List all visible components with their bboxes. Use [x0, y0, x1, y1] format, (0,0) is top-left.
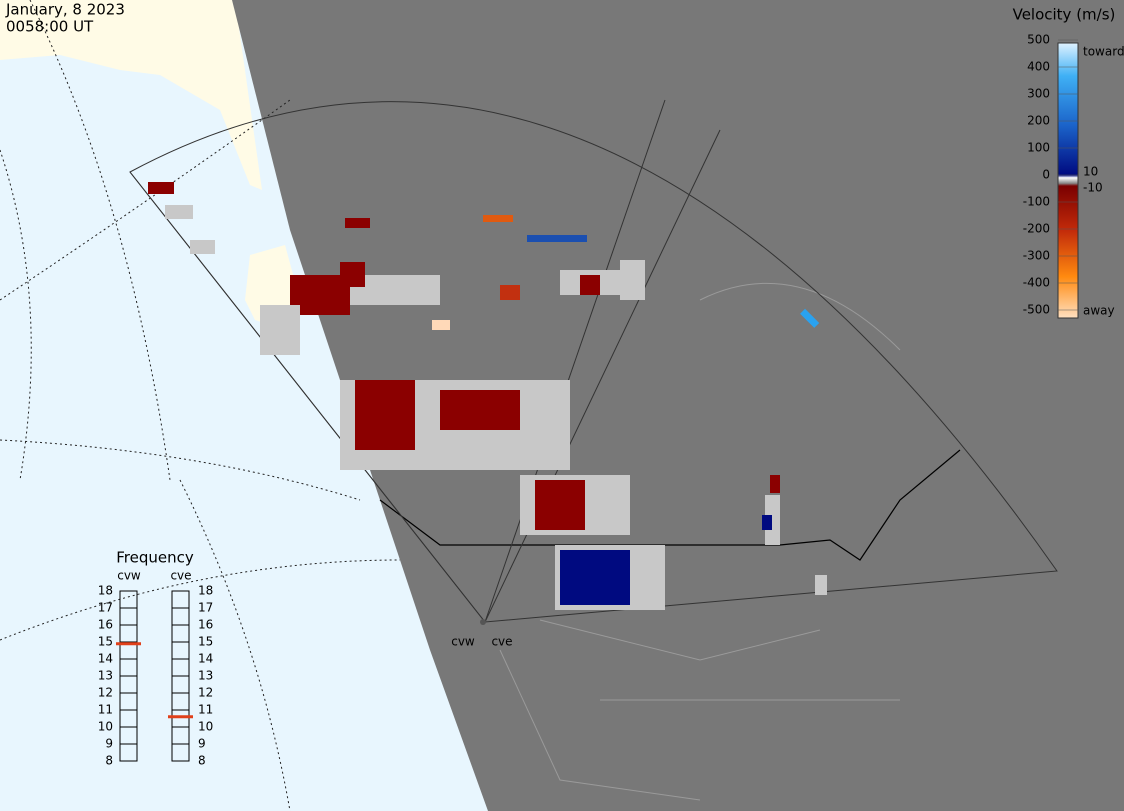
borders [499, 282, 901, 801]
frequency-title: Frequency [116, 549, 194, 567]
frequency-label: 12 [198, 686, 213, 700]
time: 0058:00 UT [6, 18, 94, 36]
frequency-label: 18 [198, 584, 213, 598]
colorbar-label: -10 [1083, 181, 1103, 195]
colorbar-tick-label: -200 [1023, 222, 1050, 236]
frequency-label: 11 [98, 703, 113, 717]
colorbar-tick-label: 200 [1027, 114, 1050, 128]
frequency-label: 15 [98, 635, 113, 649]
frequency-radar-name: cve [170, 569, 191, 583]
frequency-label: 13 [98, 669, 113, 683]
frequency-label: 14 [98, 652, 113, 666]
frequency-label: 18 [98, 584, 113, 598]
radar-cells [148, 182, 827, 610]
colorbar-ticks: 500 400 300 200 100 0 -100 -200 -300 -400 -500 [1023, 33, 1078, 317]
colorbar-label: toward [1083, 45, 1124, 59]
date: January, 8 2023 [5, 1, 125, 19]
frequency-label: 13 [198, 669, 213, 683]
frequency-label: 17 [98, 601, 113, 615]
frequency-label: 8 [105, 754, 113, 768]
colorbar-tick-label: 0 [1042, 168, 1050, 182]
frequency-label: 9 [105, 737, 113, 751]
frequency-label: 10 [98, 720, 113, 734]
radar-site [480, 619, 486, 625]
frequency-label: 17 [198, 601, 213, 615]
frequency-label: 14 [198, 652, 213, 666]
grid-lines [0, 0, 401, 811]
frequency-label: 8 [198, 754, 206, 768]
frequency-label: 16 [98, 618, 113, 632]
radar-label: cve [491, 635, 512, 649]
frequency-label: 12 [98, 686, 113, 700]
frequency-label: 10 [198, 720, 213, 734]
colorbar [1057, 42, 1079, 319]
night-region [232, 0, 1124, 811]
frequency-radar-name: cvw [117, 569, 141, 583]
colorbar-title: Velocity (m/s) [1013, 6, 1116, 24]
colorbar-tick-label: -300 [1023, 249, 1050, 263]
colorbar-tick-label: -500 [1023, 303, 1050, 317]
land [0, 0, 262, 190]
radar-fov [129, 99, 1058, 623]
radar-label: cvw [451, 635, 475, 649]
colorbar-tick-label: -100 [1023, 195, 1050, 209]
colorbar-label: 10 [1083, 165, 1098, 179]
border [379, 449, 961, 561]
frequency-label: 9 [198, 737, 206, 751]
colorbar-tick-label: 500 [1027, 33, 1050, 47]
frequency-label: 11 [198, 703, 213, 717]
frequency-label: 16 [198, 618, 213, 632]
colorbar-tick-label: 100 [1027, 141, 1050, 155]
frequency-label: 15 [198, 635, 213, 649]
colorbar-label: away [1083, 304, 1115, 318]
frequency-panel: cvw cve 8 8 9 9 10 10 11 11 12 12 13 13 14 14 15 15 16 16 17… [98, 569, 214, 768]
colorbar-tick-label: 300 [1027, 87, 1050, 101]
colorbar-tick-label: -400 [1023, 276, 1050, 290]
colorbar-tick-label: 400 [1027, 60, 1050, 74]
